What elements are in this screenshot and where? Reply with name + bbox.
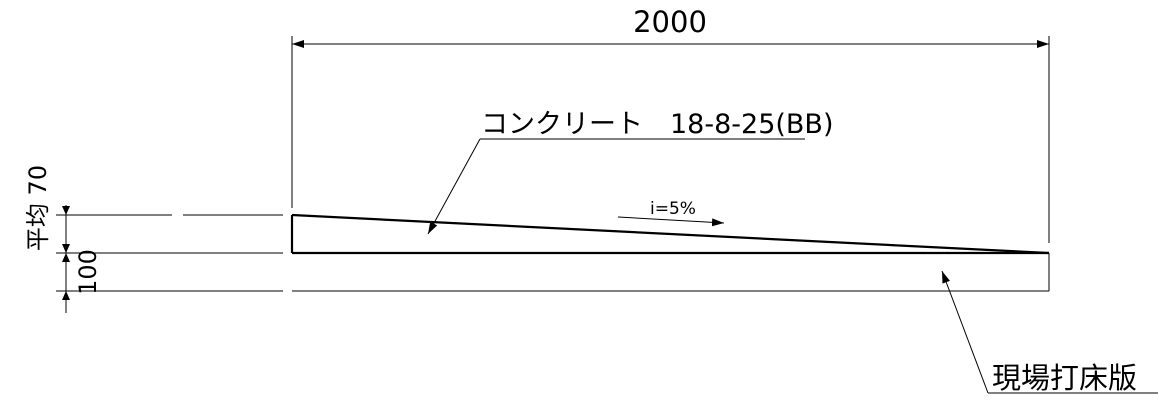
- concrete-topping: [290, 213, 1050, 255]
- topping-slope-line: [291, 213, 1050, 255]
- slope-arrow: [617, 216, 725, 227]
- slab-thickness-label: 100: [74, 249, 102, 295]
- slab-leader: 現場打床版: [941, 270, 1158, 395]
- width-dim-label: 2000: [633, 5, 707, 39]
- slab-label: 現場打床版: [992, 361, 1137, 395]
- tick-top: [62, 206, 70, 215]
- slab: [292, 251, 1050, 292]
- tick-mid-down: [62, 244, 70, 253]
- slab-leader-line: [941, 270, 989, 394]
- concrete-label: コンクリート 18-8-25(BB): [481, 109, 834, 140]
- concrete-leader: コンクリート 18-8-25(BB): [427, 109, 834, 235]
- tick-bottom: [62, 291, 70, 300]
- tick-mid-up: [62, 253, 70, 262]
- avg-thickness-label: 平均 70: [24, 165, 52, 251]
- slope-label: i=5%: [650, 199, 696, 219]
- concrete-leader-line: [427, 138, 481, 235]
- left-dimensions: 平均 70 100: [24, 165, 283, 313]
- slope-indicator: i=5%: [617, 199, 725, 227]
- width-dimension: 2000: [291, 5, 1050, 243]
